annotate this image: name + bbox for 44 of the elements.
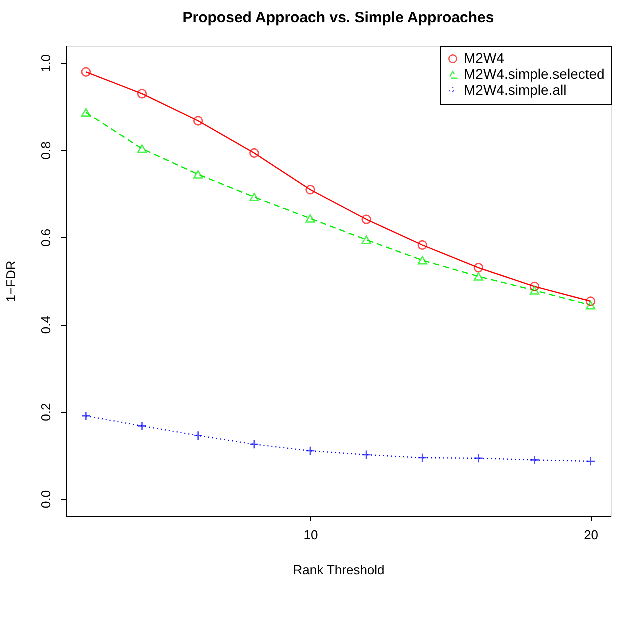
point bbox=[474, 454, 484, 464]
point bbox=[137, 144, 148, 154]
point bbox=[530, 455, 540, 466]
point bbox=[306, 185, 316, 195]
point bbox=[418, 453, 428, 463]
point bbox=[530, 282, 540, 292]
point bbox=[250, 193, 260, 202]
point bbox=[418, 256, 428, 265]
chart-title: Proposed Approach vs. Simple Approaches bbox=[182, 10, 494, 26]
point bbox=[81, 411, 92, 421]
y-tick-label: 0.6 bbox=[38, 228, 54, 247]
y-axis-title: 1−FDR bbox=[4, 260, 18, 302]
legend-label: M2W4.simple.selected bbox=[464, 66, 605, 82]
y-tick-label: 1.0 bbox=[38, 54, 54, 73]
point bbox=[586, 456, 596, 466]
x-tick-label: 20 bbox=[584, 528, 599, 542]
legend-label: M2W4.simple.all bbox=[464, 82, 567, 98]
y-tick-label: 0.2 bbox=[38, 403, 54, 422]
point bbox=[250, 148, 260, 158]
point bbox=[586, 301, 596, 310]
point bbox=[474, 272, 484, 281]
point bbox=[530, 286, 540, 295]
point bbox=[306, 446, 316, 456]
point bbox=[306, 214, 316, 223]
x-axis-title: Rank Threshold bbox=[293, 562, 385, 578]
y-tick-label: 0.8 bbox=[38, 142, 54, 160]
point bbox=[586, 296, 596, 306]
point bbox=[362, 236, 372, 244]
point bbox=[250, 440, 260, 450]
point bbox=[81, 108, 92, 117]
point bbox=[418, 240, 428, 250]
y-tick-label: 0.4 bbox=[38, 316, 54, 334]
point bbox=[362, 450, 372, 460]
point bbox=[474, 263, 484, 273]
point bbox=[137, 89, 148, 99]
x-tick-label: 10 bbox=[304, 528, 318, 542]
point bbox=[362, 214, 372, 224]
point bbox=[193, 430, 204, 441]
point bbox=[81, 67, 92, 77]
point bbox=[193, 170, 204, 179]
legend-label: M2W4 bbox=[464, 50, 505, 66]
y-tick-label: 0.0 bbox=[38, 490, 54, 509]
point bbox=[137, 421, 148, 432]
point bbox=[193, 116, 204, 126]
